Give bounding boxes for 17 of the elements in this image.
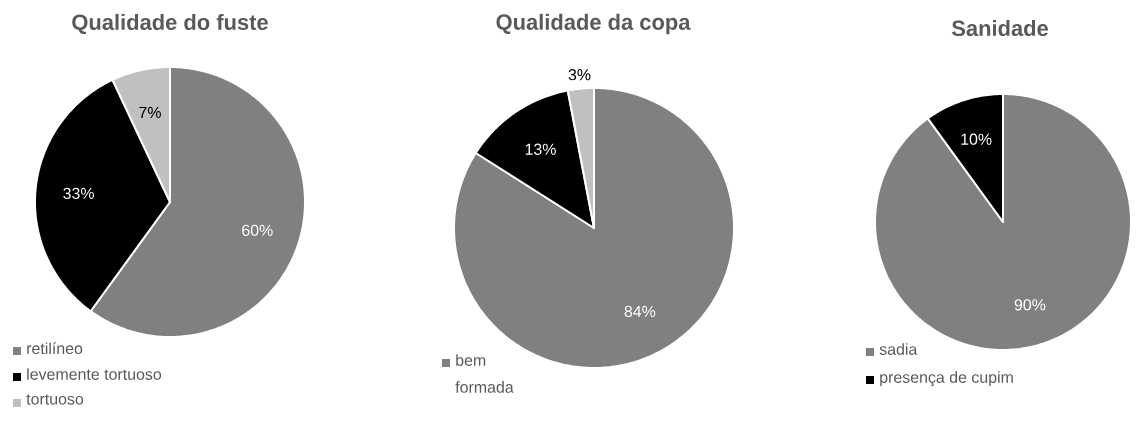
chart-title: Sanidade bbox=[951, 19, 1048, 37]
legend-label: tortuoso bbox=[26, 394, 84, 405]
legend-label: levemente tortuoso bbox=[27, 368, 162, 380]
chart-title: Qualidade do fuste bbox=[72, 13, 268, 35]
data-label: 7% bbox=[139, 106, 161, 118]
legend-label: presença de cupim bbox=[880, 371, 1013, 387]
legend-label: sadia bbox=[879, 343, 918, 355]
data-label: 60% bbox=[242, 224, 273, 237]
chart-title: Qualidade da copa bbox=[496, 13, 691, 35]
data-label: 13% bbox=[525, 143, 556, 155]
legend-label: bem formada bbox=[455, 354, 514, 393]
legend-label: retilíneo bbox=[27, 342, 83, 355]
data-label: 10% bbox=[961, 133, 992, 145]
data-label: 33% bbox=[63, 187, 94, 199]
data-label: 90% bbox=[1014, 299, 1046, 311]
data-label: 84% bbox=[624, 305, 656, 318]
data-label: 3% bbox=[568, 69, 591, 81]
